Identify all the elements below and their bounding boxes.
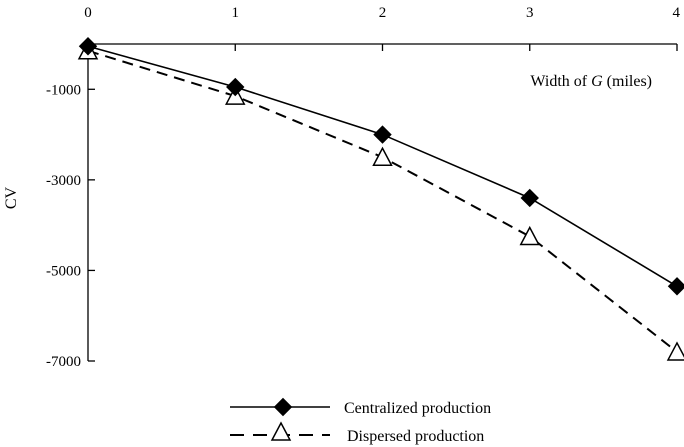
y-tick-label: -3000 [46, 173, 81, 189]
legend-label-dispersed-production: Dispersed production [347, 428, 484, 445]
x-tick-label: 2 [379, 5, 387, 21]
x-axis-title: Width of G (miles) [530, 73, 652, 90]
data-point-centralized-production [521, 189, 538, 206]
data-point-centralized-production [227, 79, 244, 96]
data-point-centralized-production [374, 126, 391, 143]
x-tick-label: 1 [232, 5, 240, 21]
data-point-centralized-production [669, 278, 684, 295]
y-tick-label: -1000 [46, 82, 81, 98]
axes [88, 44, 677, 361]
y-tick-label: -7000 [46, 354, 81, 370]
legend-label-centralized-production: Centralized production [344, 400, 491, 417]
x-tick-label: 3 [526, 5, 534, 21]
data-point-dispersed-production [668, 343, 684, 360]
legend-marker-centralized-production [275, 399, 292, 416]
x-tick-label: 4 [673, 5, 681, 21]
data-point-dispersed-production [374, 148, 392, 165]
x-tick-label: 0 [84, 5, 92, 21]
legend-item-centralized-production: Centralized production [230, 399, 491, 418]
y-axis-title: CV [3, 186, 20, 209]
series-line-dispersed-production [88, 51, 677, 352]
legend: Centralized production Dispersed producti… [230, 399, 491, 446]
legend-marker-dispersed-production [272, 423, 290, 440]
legend-item-dispersed-production: Dispersed production [230, 423, 484, 445]
data-point-dispersed-production [521, 227, 539, 244]
y-tick-label: -5000 [46, 263, 81, 279]
